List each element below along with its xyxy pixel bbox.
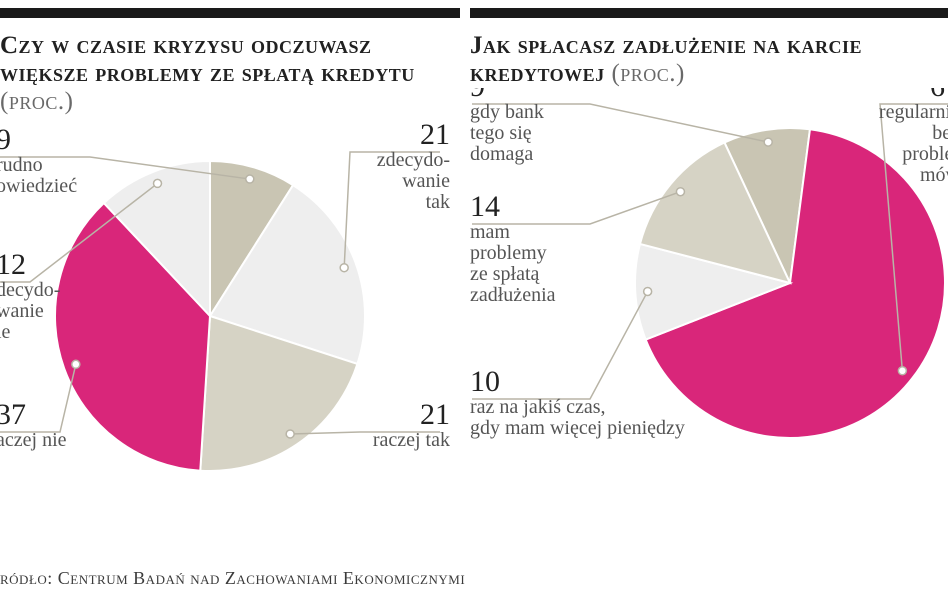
leader-dot	[286, 430, 294, 438]
leader-dot	[154, 179, 162, 187]
title-unit: (proc.)	[611, 60, 684, 87]
callout-label-line: tak	[426, 191, 450, 213]
callout-label-line: raczej tak	[373, 429, 450, 451]
callout-raczej_tak: 21raczej tak	[373, 398, 450, 451]
callout-zdec_tak: 21zdecydo-wanietak	[377, 118, 450, 213]
callout-zdec_nie: 12decydo-wanieie	[0, 248, 60, 343]
leader-dot	[676, 188, 684, 196]
callout-label-line: raz na jakiś czas,	[470, 396, 605, 418]
callout-raczej_nie: 37aczej nie	[0, 398, 67, 451]
callout-label-line: mam	[470, 221, 510, 243]
callout-label-line: domaga	[470, 143, 533, 165]
callout-label-line: problemy	[470, 242, 547, 264]
callout-label-line: regularnie	[879, 101, 948, 123]
callout-problemy: 14mamproblemyze spłatązadłużenia	[470, 190, 556, 306]
panel-title: Jak spłacasz zadłużenie na karcie kredyt…	[470, 32, 948, 88]
callout-value: 14	[470, 190, 500, 223]
infographic-container: Czy w czasie kryzysu odczuwasz większe p…	[0, 0, 948, 593]
callout-trudno: 9rudnoowiedzieć	[0, 123, 77, 197]
title-unit: (proc.)	[0, 88, 73, 115]
callout-label-line: aczej nie	[0, 429, 67, 451]
callout-label-line: tego się	[470, 122, 532, 144]
callout-value: 10	[470, 365, 500, 398]
panel-card-repayment: Jak spłacasz zadłużenie na karcie kredyt…	[470, 0, 948, 593]
leader-dot	[644, 287, 652, 295]
callout-value: 12	[0, 248, 26, 281]
leader-dot	[340, 264, 348, 272]
callout-label-line: zadłużenia	[470, 284, 556, 306]
callout-label-line: bez	[932, 122, 948, 144]
callout-label-line: rudno	[0, 154, 43, 176]
callout-value: 21	[420, 398, 450, 431]
leader-dot	[246, 175, 254, 183]
chart-area-right: 9gdy banktego siędomaga67regularniebezpr…	[470, 88, 948, 448]
callout-label-line: ze spłatą	[470, 263, 541, 285]
leader-dot	[764, 138, 772, 146]
callout-label-line: mów	[920, 164, 948, 186]
panel-topbar	[470, 8, 948, 18]
callout-bank: 9gdy banktego siędomaga	[470, 88, 544, 165]
panel-title: Czy w czasie kryzysu odczuwasz większe p…	[0, 32, 460, 116]
callout-label-line: decydo-	[0, 279, 60, 301]
panel-crisis-problems: Czy w czasie kryzysu odczuwasz większe p…	[0, 0, 470, 593]
callout-label-line: zdecydo-	[377, 149, 450, 171]
callout-label-line: wanie	[0, 300, 44, 322]
callout-value: 9	[0, 123, 11, 156]
leader-dot	[898, 367, 906, 375]
callout-label-line: wanie	[402, 170, 450, 192]
callout-raz: 10raz na jakiś czas,gdy mam więcej pieni…	[470, 365, 685, 439]
chart-area-left: 9rudnoowiedzieć21zdecydo-wanietak21racze…	[0, 116, 460, 476]
panel-topbar	[0, 8, 460, 18]
callout-label-line: ie	[0, 321, 11, 343]
pie-chart-right: 9gdy banktego siędomaga67regularniebezpr…	[470, 88, 948, 468]
callout-value: 37	[0, 398, 26, 431]
leader-dot	[72, 360, 80, 368]
callout-label-line: proble-	[902, 143, 948, 165]
title-text: Czy w czasie kryzysu odczuwasz większe p…	[0, 32, 415, 87]
callout-label-line: owiedzieć	[0, 175, 77, 197]
callout-label-line: gdy mam więcej pieniędzy	[470, 417, 685, 439]
pie-chart-left: 9rudnoowiedzieć21zdecydo-wanietak21racze…	[0, 116, 460, 496]
source-attribution: ródło: Centrum Badań nad Zachowaniami Ek…	[0, 568, 465, 589]
callout-value: 21	[420, 118, 450, 151]
callout-label-line: gdy bank	[470, 101, 544, 123]
